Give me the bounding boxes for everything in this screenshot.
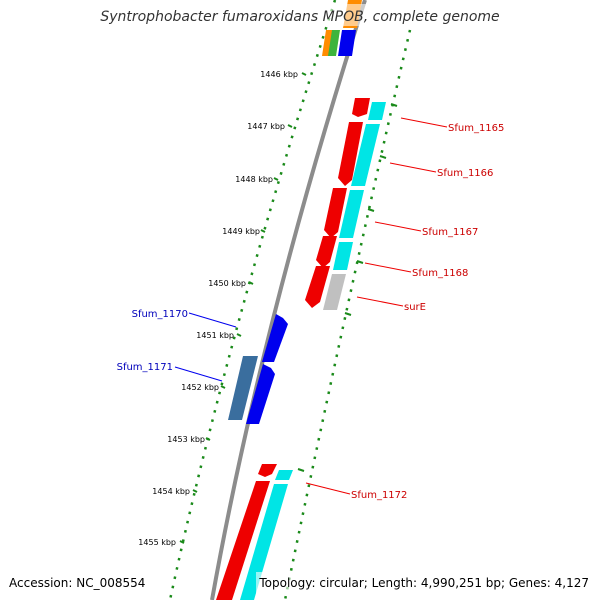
- outer-ruler: [283, 29, 412, 600]
- tick-label: 1449 kbp: [222, 227, 260, 236]
- gene-label[interactable]: Sfum_1171: [117, 362, 173, 373]
- gene-label[interactable]: Sfum_1166: [437, 168, 493, 179]
- tick-label: 1450 kbp: [208, 279, 246, 288]
- gene-sfum-1165: [352, 98, 370, 117]
- tick-label: 1448 kbp: [235, 175, 273, 184]
- gene-sfum-1172: [258, 464, 277, 477]
- gene-sfum-1166: [338, 122, 363, 186]
- page-title: Syntrophobacter fumaroxidans MPOB, compl…: [100, 9, 499, 25]
- footer-left-backing: [4, 572, 154, 594]
- forward-strand-genes: [228, 314, 288, 424]
- tick-label: 1446 kbp: [260, 70, 298, 79]
- footer-right-backing: [256, 572, 596, 594]
- gene-sfum-1172-body: [216, 481, 270, 600]
- gene-label[interactable]: Sfum_1170: [132, 309, 188, 320]
- gene-sure-grey: [323, 274, 346, 310]
- outer-ruler-ticks: [297, 103, 398, 472]
- ruler-ticks: [179, 72, 307, 544]
- genome-backbone: [210, 0, 367, 600]
- label-leaders: [174, 117, 448, 495]
- cyan-track: [240, 102, 386, 600]
- accession-text: Accession: NC_008554: [9, 576, 145, 590]
- gene-sfum-1167: [324, 188, 347, 238]
- gene-label[interactable]: Sfum_1172: [351, 490, 407, 501]
- title-backing: [100, 4, 500, 26]
- tick-label: 1455 kbp: [138, 538, 176, 547]
- gene-label[interactable]: Sfum_1167: [422, 227, 478, 238]
- tick-label: 1451 kbp: [196, 331, 234, 340]
- gene-label[interactable]: Sfum_1165: [448, 123, 504, 134]
- gene-sfum-1170: [262, 314, 288, 362]
- gene-label[interactable]: surE: [404, 302, 426, 313]
- reverse-strand-genes: [216, 98, 370, 600]
- tick-label: 1453 kbp: [167, 435, 205, 444]
- tick-label: 1454 kbp: [152, 487, 190, 496]
- gene-sfum-1171-steel: [228, 356, 258, 420]
- gene-sfum-1168: [316, 236, 337, 268]
- gene-label[interactable]: Sfum_1168: [412, 268, 468, 279]
- gene-sfum-1171: [246, 364, 275, 424]
- genome-summary-text: Topology: circular; Length: 4,990,251 bp…: [258, 576, 589, 590]
- inner-ruler: [168, 0, 337, 600]
- tick-label: 1447 kbp: [247, 122, 285, 131]
- gene-sure: [305, 266, 330, 308]
- tick-label: 1452 kbp: [181, 383, 219, 392]
